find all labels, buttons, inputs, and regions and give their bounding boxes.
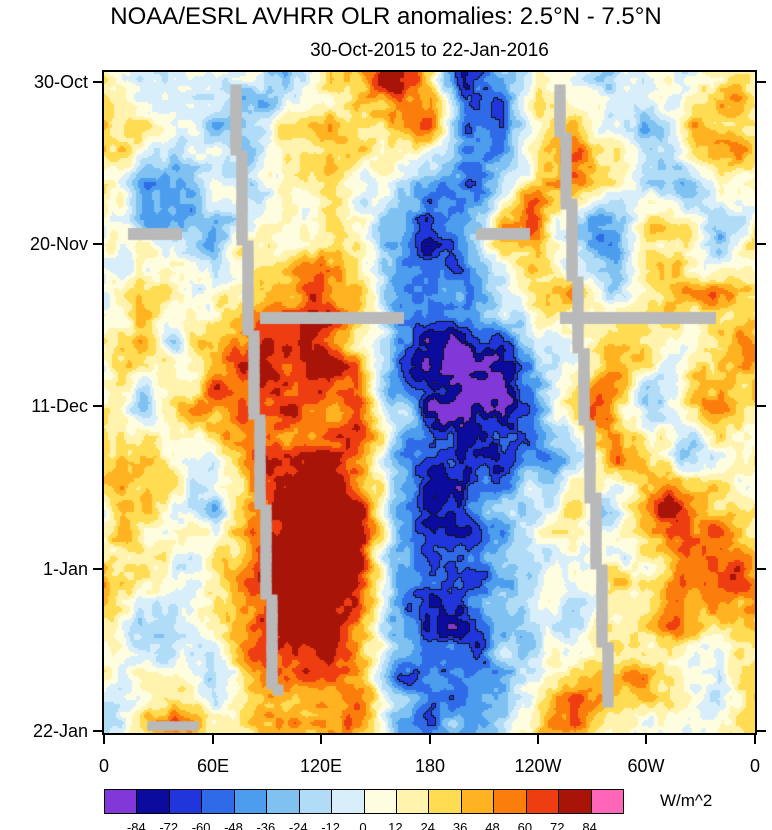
y-axis-label: 11-Dec [31,396,88,416]
colorbar-tick-label: 0 [359,820,367,830]
colorbar [104,789,624,814]
colorbar-tick-label: 36 [452,820,468,830]
y-axis-tick-right [757,405,766,407]
hovmoller-canvas [104,72,755,733]
colorbar-tick-label: -24 [288,820,308,830]
y-axis-tick-right [757,81,766,83]
colorbar-cell [332,790,365,813]
x-axis-label: 120E [299,756,343,776]
colorbar-cell [267,790,300,813]
y-axis-tick-left [93,730,102,732]
x-axis-tick [103,735,105,744]
colorbar-cell [494,790,527,813]
colorbar-tick-label: -84 [126,820,146,830]
colorbar-cell [461,790,495,813]
x-axis-label: 0 [98,756,109,776]
colorbar-tick-label: -12 [321,820,341,830]
y-axis-label: 22-Jan [32,721,88,741]
colorbar-cell [169,790,203,813]
colorbar-tick-label: -48 [224,820,243,830]
x-axis-label: 60W [627,756,665,776]
colorbar-cell [234,790,268,813]
colorbar-units-label: W/m^2 [660,791,713,810]
plot-frame [102,70,757,735]
x-axis-tick [645,735,647,744]
colorbar-tick-label: 72 [550,820,565,830]
colorbar-tick-label: -72 [159,820,179,830]
colorbar-tick-label: 84 [582,820,597,830]
colorbar-tick-label: 48 [485,820,500,830]
y-axis-tick-right [757,568,766,570]
y-axis-label: 1-Jan [42,559,88,579]
x-axis-label: 0 [749,756,760,776]
colorbar-cell [526,790,560,813]
y-axis-tick-left [93,81,102,83]
colorbar-cell [137,790,170,813]
colorbar-cell [591,790,623,813]
colorbar-tick-label: 24 [420,820,435,830]
colorbar-tick-label: -60 [191,820,211,830]
chart-title: NOAA/ESRL AVHRR OLR anomalies: 2.5°N - 7… [110,3,662,30]
y-axis-tick-left [93,568,102,570]
y-axis-tick-right [757,243,766,245]
colorbar-tick-label: 12 [388,820,403,830]
colorbar-cell [364,790,397,813]
x-axis-tick [537,735,539,744]
colorbar-tick-label: -36 [256,820,276,830]
x-axis-label: 60E [196,756,230,776]
colorbar-cell [396,790,430,813]
colorbar-cell [105,790,138,813]
y-axis-label: 30-Oct [33,72,88,92]
colorbar-cell [429,790,462,813]
chart-subtitle: 30-Oct-2015 to 22-Jan-2016 [310,40,549,61]
y-axis-tick-left [93,243,102,245]
x-axis-tick [212,735,214,744]
y-axis-tick-left [93,405,102,407]
x-axis-label: 180 [414,756,446,776]
x-axis-tick [320,735,322,744]
x-axis-tick [429,735,431,744]
colorbar-cell [299,790,333,813]
colorbar-tick-label: 60 [517,820,533,830]
y-axis-label: 20-Nov [29,234,88,254]
x-axis-label: 120W [514,756,562,776]
x-axis-tick [754,735,756,744]
colorbar-cell [559,790,592,813]
y-axis-tick-right [757,730,766,732]
colorbar-cell [202,790,235,813]
